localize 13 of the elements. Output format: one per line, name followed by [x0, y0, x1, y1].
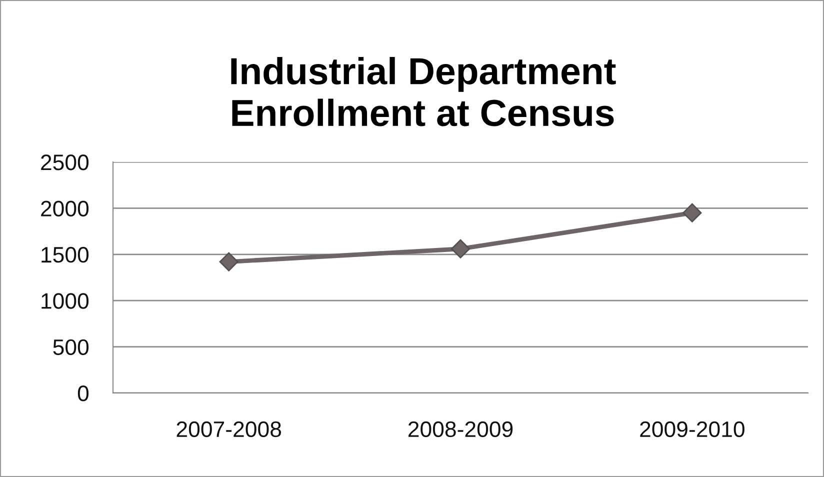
point — [219, 252, 238, 272]
y-tick-label: 2000 — [41, 200, 89, 216]
chart-title: Industrial Department Enrollment at Census — [231, 56, 616, 126]
y-tick-label: 1500 — [42, 246, 89, 263]
y-tick-label: 2500 — [41, 154, 89, 170]
y-tick-label: 1000 — [42, 293, 89, 309]
y-tick-label: 500 — [53, 339, 89, 356]
x-tick-label: 2008-2009 — [408, 421, 513, 438]
point — [450, 239, 470, 258]
x-tick-label: 2007-2008 — [176, 421, 282, 438]
y-tick-label: 0 — [78, 386, 89, 402]
x-tick-label: 2009-2010 — [640, 421, 744, 438]
point — [682, 203, 702, 222]
